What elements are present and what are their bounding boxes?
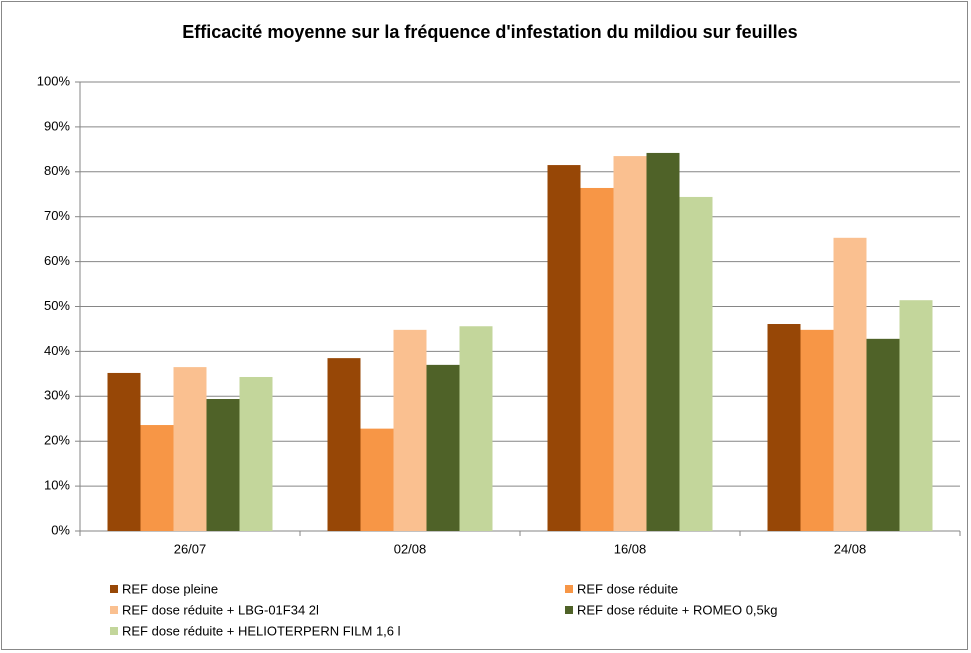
y-tick-label: 30%: [44, 388, 70, 403]
y-tick-label: 20%: [44, 433, 70, 448]
x-tick-label: 02/08: [394, 541, 427, 556]
bar: [899, 300, 933, 531]
bar: [547, 165, 581, 531]
legend-label: REF dose réduite: [577, 581, 678, 596]
legend-swatch: [110, 585, 118, 593]
legend-swatch: [565, 606, 573, 614]
bar: [327, 358, 361, 531]
bar: [426, 364, 460, 531]
x-tick-label: 26/07: [174, 541, 207, 556]
y-tick-label: 50%: [44, 298, 70, 313]
bar: [679, 196, 713, 531]
bar: [360, 428, 394, 531]
y-tick-label: 10%: [44, 478, 70, 493]
bar: [833, 237, 867, 532]
bar: [866, 338, 900, 531]
legend-label: REF dose pleine: [122, 581, 218, 596]
bar: [800, 329, 834, 531]
y-tick-label: 80%: [44, 163, 70, 178]
y-tick-label: 100%: [37, 73, 71, 88]
chart-title: Efficacité moyenne sur la fréquence d'in…: [182, 22, 798, 42]
y-tick-label: 70%: [44, 208, 70, 223]
legend-label: REF dose réduite + HELIOTERPERN FILM 1,6…: [122, 623, 401, 638]
x-tick-label: 16/08: [614, 541, 647, 556]
bar: [613, 156, 647, 531]
bar: [107, 372, 141, 531]
bar: [206, 398, 240, 531]
bar: [459, 326, 493, 531]
legend-swatch: [110, 606, 118, 614]
bar: [393, 329, 427, 531]
legend-label: REF dose réduite + ROMEO 0,5kg: [577, 602, 778, 617]
y-tick-label: 40%: [44, 343, 70, 358]
bar: [646, 152, 680, 531]
bar: [767, 324, 801, 531]
bar: [173, 367, 207, 531]
bar: [239, 376, 273, 531]
legend-swatch: [110, 627, 118, 635]
y-tick-label: 90%: [44, 118, 70, 133]
legend-swatch: [565, 585, 573, 593]
y-tick-label: 0%: [51, 522, 70, 537]
bar: [580, 187, 614, 532]
legend-label: REF dose réduite + LBG-01F34 2l: [122, 602, 319, 617]
bar: [140, 425, 174, 531]
x-tick-label: 24/08: [834, 541, 867, 556]
y-tick-label: 60%: [44, 253, 70, 268]
